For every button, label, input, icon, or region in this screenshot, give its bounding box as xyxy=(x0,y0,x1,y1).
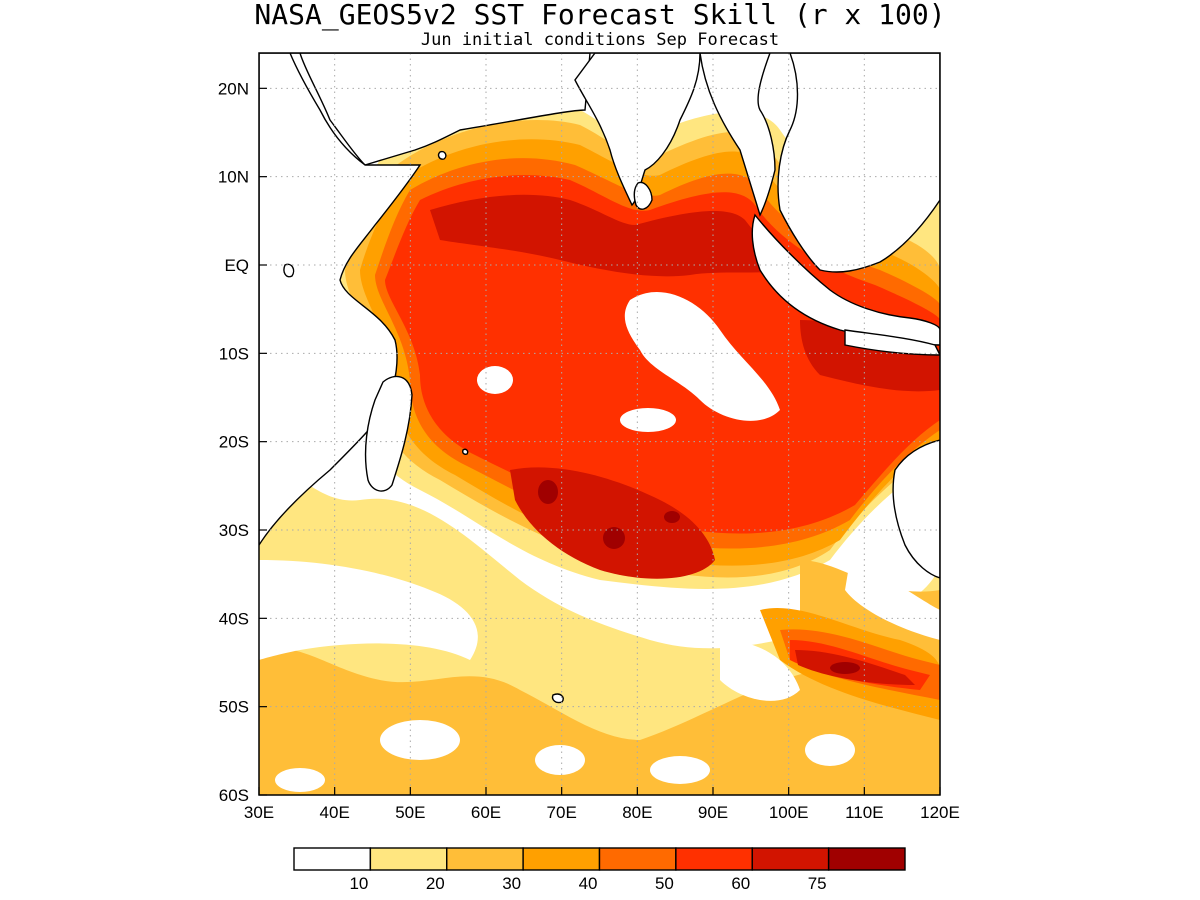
lat-tick-label: EQ xyxy=(224,256,249,275)
land-masses xyxy=(259,53,940,704)
map-subtitle: Jun initial conditions Sep Forecast xyxy=(421,30,779,50)
lon-tick-label: 30E xyxy=(244,803,274,822)
colorbar-label: 50 xyxy=(655,874,674,893)
lon-tick-label: 50E xyxy=(395,803,425,822)
colorbar-label: 60 xyxy=(731,874,750,893)
skill-fill-level-low xyxy=(259,291,940,792)
colorbar-swatch xyxy=(446,847,524,871)
colorbar-swatch xyxy=(827,847,906,871)
lon-tick-label: 100E xyxy=(769,803,809,822)
lat-tick-label: 10N xyxy=(218,168,249,187)
colorbar-label: 20 xyxy=(426,874,445,893)
skill-field xyxy=(259,57,940,795)
lon-tick-label: 80E xyxy=(622,803,652,822)
latitude-axis: 20N 10N EQ 10S 20S 30S 40S 50S 60S xyxy=(218,79,267,805)
colorbar-swatch xyxy=(751,847,830,871)
lon-tick-label: 120E xyxy=(920,803,960,822)
colorbar-label: 75 xyxy=(808,874,827,893)
lat-tick-label: 50S xyxy=(219,698,249,717)
skill-fill-level-max xyxy=(538,480,860,674)
lat-tick-label: 20S xyxy=(219,433,249,452)
lat-tick-label: 10S xyxy=(219,344,249,363)
colorbar-label: 30 xyxy=(502,874,521,893)
map-title: NASA_GEOS5v2 SST Forecast Skill (r x 100… xyxy=(254,0,945,32)
map-frame xyxy=(258,52,941,796)
colorbar-label: 40 xyxy=(579,874,598,893)
colorbar: 10 20 30 40 50 60 75 xyxy=(293,847,906,893)
graticule xyxy=(259,53,940,795)
colorbar-swatch xyxy=(598,847,677,871)
lat-tick-label: 30S xyxy=(219,521,249,540)
colorbar-label: 10 xyxy=(349,874,368,893)
colorbar-swatch xyxy=(675,847,753,871)
colorbar-swatch xyxy=(369,847,448,871)
lon-tick-label: 40E xyxy=(320,803,350,822)
colorbar-swatch xyxy=(293,847,372,871)
skill-fill-level-75 xyxy=(430,194,940,685)
lat-tick-label: 40S xyxy=(219,609,249,628)
lon-tick-label: 70E xyxy=(547,803,577,822)
lon-tick-label: 90E xyxy=(698,803,728,822)
longitude-axis: 30E 40E 50E 60E 70E 80E 90E 100E 110E 120E xyxy=(244,787,960,822)
colorbar-swatch xyxy=(522,847,601,871)
lat-tick-label: 20N xyxy=(218,79,249,98)
lon-tick-label: 110E xyxy=(845,803,883,822)
lat-tick-label: 60S xyxy=(219,786,249,805)
lon-tick-label: 60E xyxy=(471,803,501,822)
